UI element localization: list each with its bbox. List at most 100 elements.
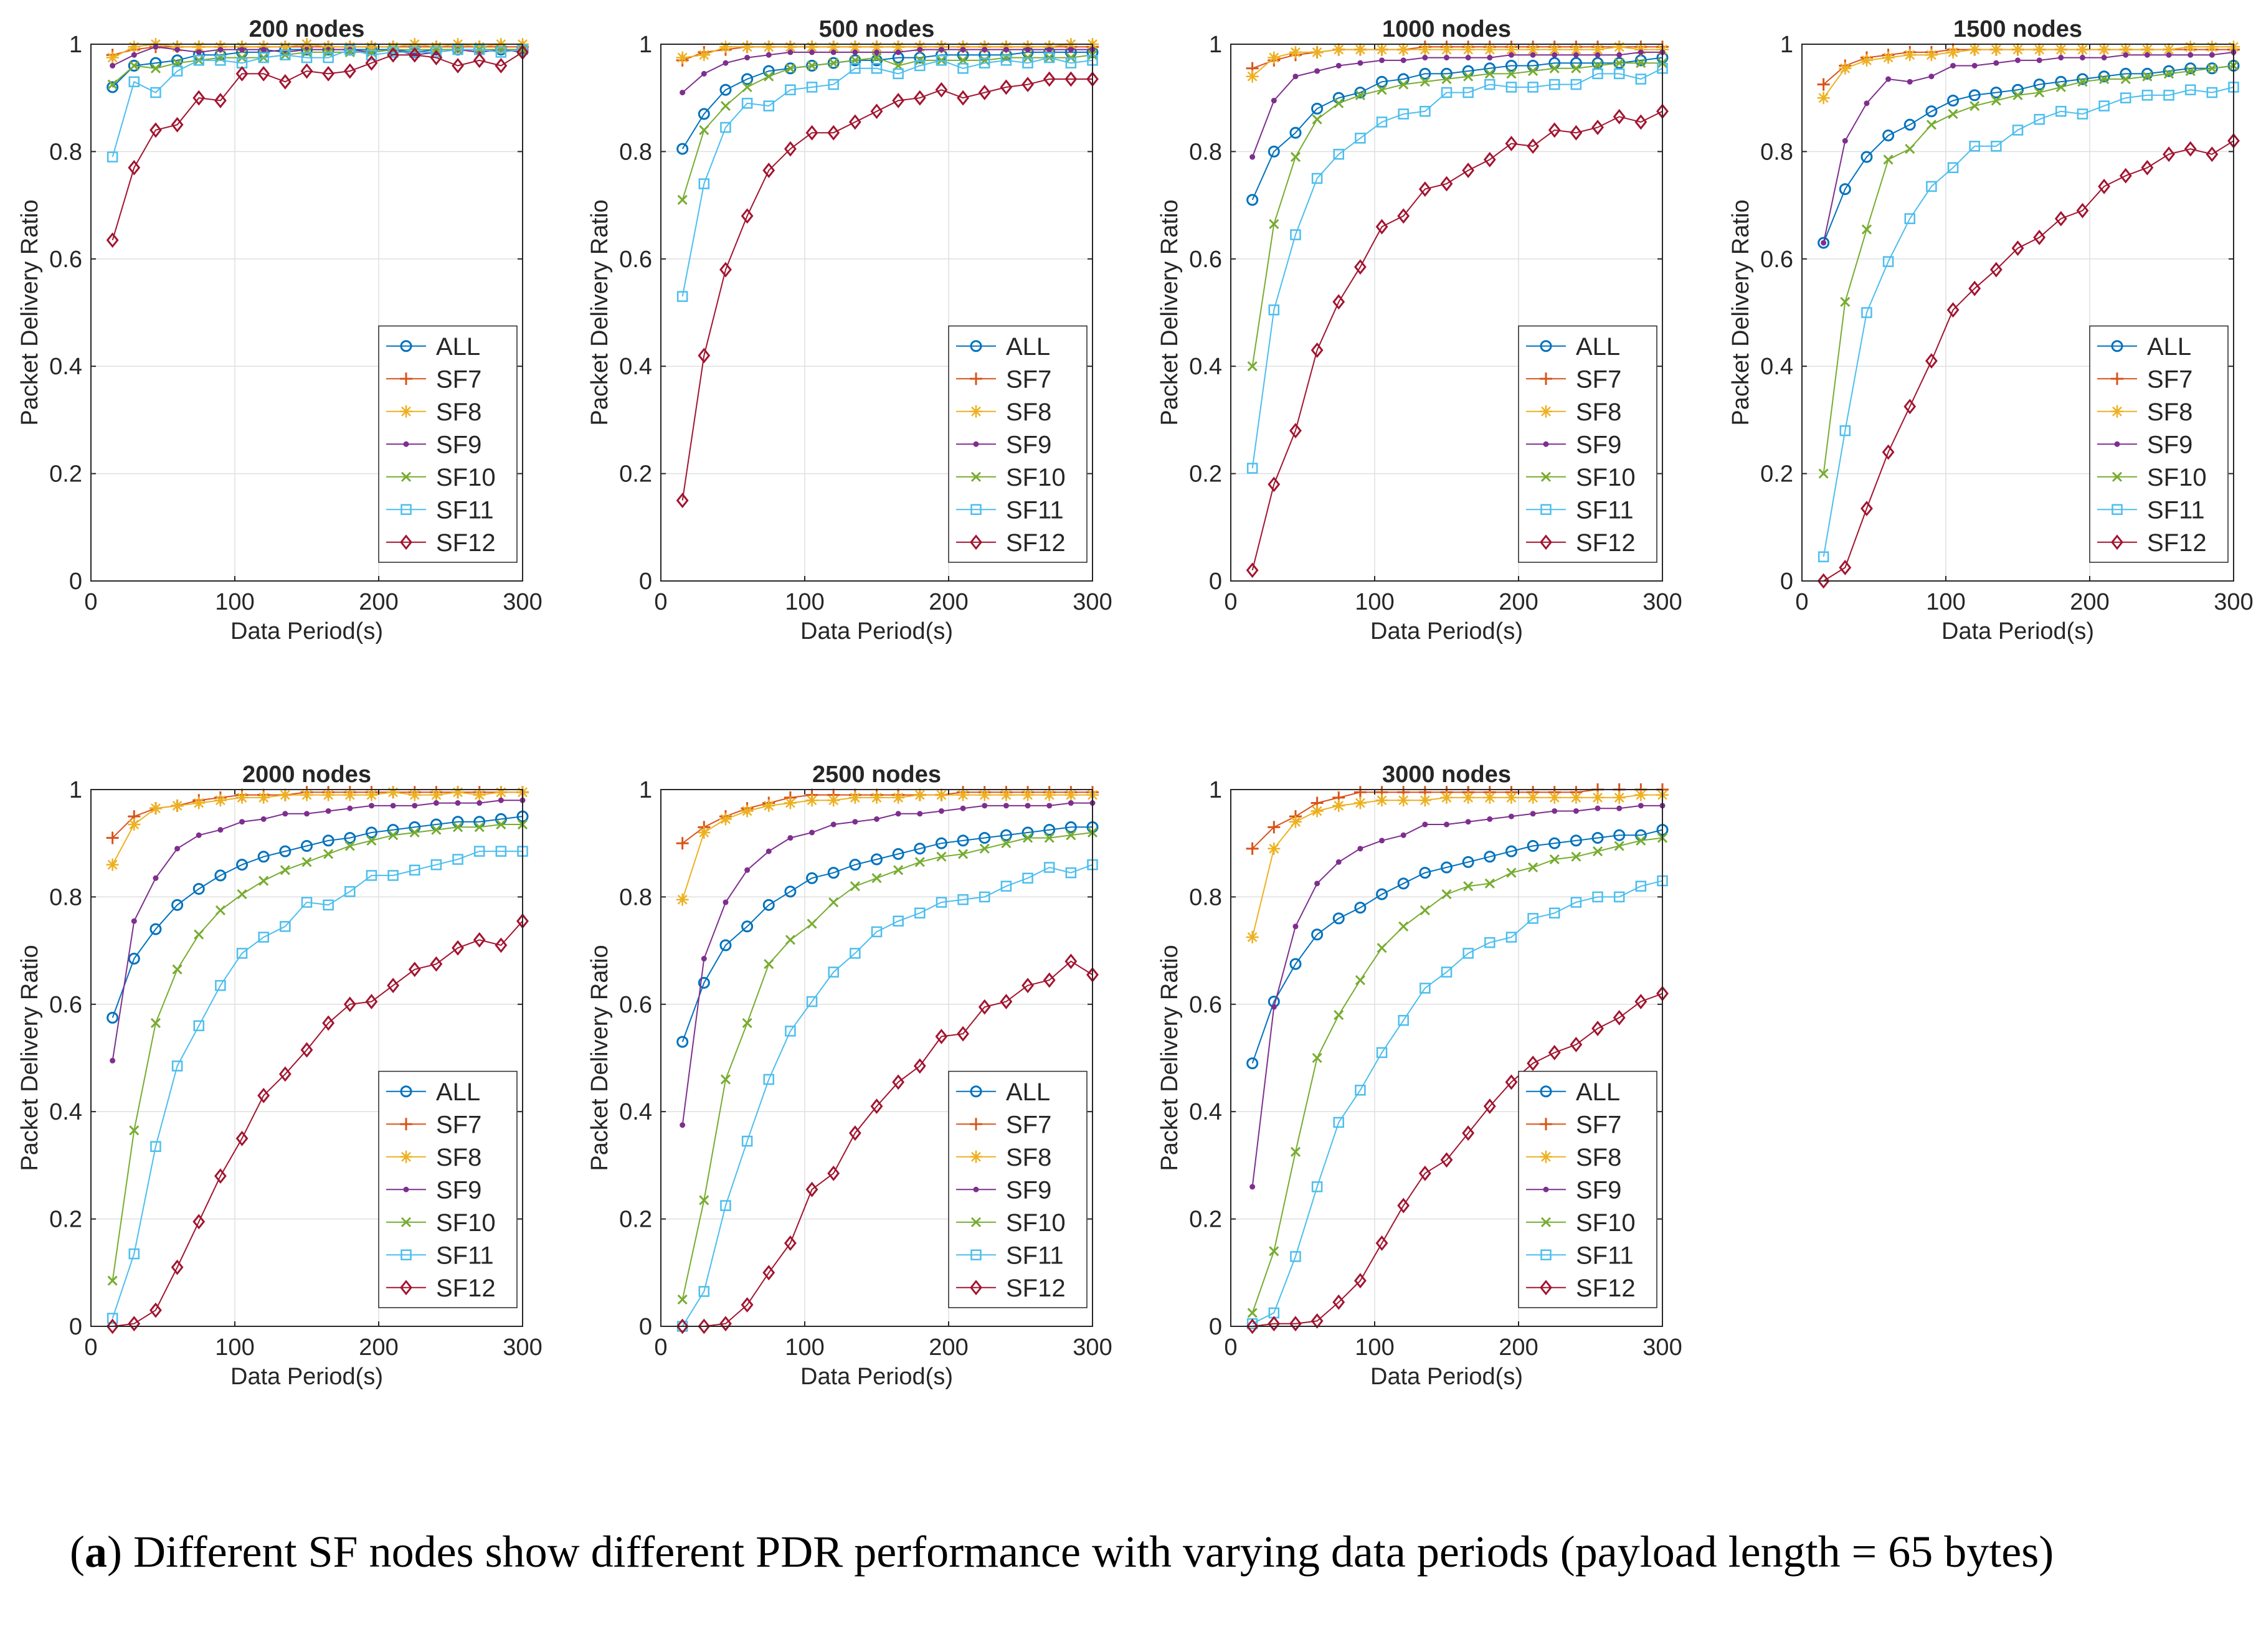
chart-title: 3000 nodes xyxy=(1382,762,1511,788)
data-point-sf12 xyxy=(676,1318,689,1334)
legend-entry-sf7: SF7 xyxy=(1526,1111,1621,1138)
data-point-sf12 xyxy=(387,47,400,63)
data-point-sf11 xyxy=(785,1026,796,1037)
data-point-sf9 xyxy=(1271,1004,1277,1010)
legend-marker xyxy=(973,441,979,447)
data-point-sf9 xyxy=(153,875,159,881)
data-point-sf9 xyxy=(723,899,729,905)
data-point-sf9 xyxy=(1595,52,1601,58)
data-point-sf11 xyxy=(763,100,774,111)
x-axis-label: Data Period(s) xyxy=(230,618,383,644)
series-sf10 xyxy=(1247,833,1668,1318)
data-point-sf9 xyxy=(680,1122,686,1128)
legend-marker xyxy=(970,372,982,385)
data-point-sf11 xyxy=(1355,133,1366,144)
data-point-sf9 xyxy=(1842,138,1848,144)
data-point-all xyxy=(1000,829,1012,841)
data-point-all xyxy=(1354,87,1367,99)
data-point-sf8 xyxy=(913,788,926,801)
x-tick-label: 100 xyxy=(1355,589,1394,615)
data-point-sf12 xyxy=(452,58,464,73)
legend-marker xyxy=(2114,441,2120,447)
data-point-sf9 xyxy=(1422,821,1428,828)
data-point-sf9 xyxy=(1068,800,1074,806)
data-point-sf11 xyxy=(2120,92,2131,103)
data-point-all xyxy=(1462,856,1474,868)
data-point-sf9 xyxy=(1465,55,1471,61)
data-point-sf12 xyxy=(762,1265,775,1281)
legend-label: ALL xyxy=(436,1079,480,1106)
legend-label: ALL xyxy=(436,333,480,361)
legend-label: SF10 xyxy=(436,464,496,491)
data-point-sf9 xyxy=(1422,55,1428,61)
legend-marker xyxy=(1540,534,1552,550)
data-point-sf12 xyxy=(128,159,141,176)
series-line-sf11 xyxy=(1252,880,1663,1324)
data-point-sf12 xyxy=(278,1066,292,1082)
y-tick-label: 0.2 xyxy=(619,461,652,488)
legend-label: SF11 xyxy=(1576,496,1634,524)
data-point-sf12 xyxy=(1591,120,1604,136)
data-point-sf10 xyxy=(1420,77,1430,87)
data-point-all xyxy=(1246,1057,1259,1070)
data-point-sf12 xyxy=(106,1318,119,1334)
data-point-sf11 xyxy=(107,151,118,163)
data-point-sf8 xyxy=(257,791,270,804)
legend-marker xyxy=(2111,534,2123,550)
data-point-sf11 xyxy=(1065,867,1077,879)
y-tick-label: 1 xyxy=(639,32,652,58)
data-point-sf9 xyxy=(282,811,288,817)
series-sf8 xyxy=(106,786,529,871)
legend-marker xyxy=(1540,1118,1552,1131)
data-point-sf12 xyxy=(1332,294,1345,310)
data-point-sf11 xyxy=(828,966,839,978)
data-point-all xyxy=(1419,867,1431,879)
data-point-sf9 xyxy=(1335,859,1342,865)
data-point-sf12 xyxy=(1268,476,1281,493)
legend-label: SF8 xyxy=(1576,1144,1621,1171)
data-point-sf10 xyxy=(893,865,904,876)
data-point-sf9 xyxy=(196,49,202,55)
data-point-sf8 xyxy=(1064,788,1078,801)
data-point-sf12 xyxy=(741,1297,754,1313)
data-point-sf7 xyxy=(676,837,689,850)
data-point-sf11 xyxy=(914,907,926,919)
data-point-sf7 xyxy=(106,831,119,844)
legend: ALL SF7 SF8 SF9 SF10 SF11 SF12 xyxy=(1518,1070,1657,1308)
data-point-all xyxy=(1484,851,1496,863)
legend-entry-sf12: SF12 xyxy=(956,1275,1066,1302)
x-tick-label: 300 xyxy=(1073,1334,1112,1361)
data-point-sf12 xyxy=(430,50,443,65)
data-point-sf9 xyxy=(368,803,374,809)
data-point-sf10 xyxy=(1636,58,1646,68)
data-point-sf12 xyxy=(1440,176,1453,192)
data-point-sf10 xyxy=(871,52,882,63)
caption-label: a xyxy=(84,1527,107,1577)
data-point-sf10 xyxy=(129,60,140,71)
legend-marker xyxy=(970,534,982,550)
data-point-sf9 xyxy=(938,808,944,814)
data-point-sf11 xyxy=(107,1313,118,1324)
data-point-sf11 xyxy=(720,1200,731,1211)
data-point-sf10 xyxy=(1247,1308,1258,1318)
data-point-sf12 xyxy=(1613,108,1626,125)
data-point-all xyxy=(1064,821,1077,833)
data-point-sf10 xyxy=(1312,114,1322,125)
data-point-sf10 xyxy=(1290,151,1301,163)
data-point-sf10 xyxy=(2185,66,2196,77)
series-line-sf9 xyxy=(1823,51,2234,243)
data-point-sf11 xyxy=(979,891,990,903)
legend-marker xyxy=(2111,405,2123,418)
data-point-all xyxy=(2141,67,2153,80)
data-point-sf9 xyxy=(412,803,418,809)
data-point-sf11 xyxy=(1441,87,1453,98)
data-point-sf12 xyxy=(1817,573,1830,589)
data-point-sf9 xyxy=(1595,805,1601,811)
legend: ALL SF7 SF8 SF9 SF10 SF11 SF12 xyxy=(948,325,1088,563)
x-tick-label: 300 xyxy=(503,1334,542,1361)
data-point-sf12 xyxy=(1946,302,1960,318)
data-point-sf12 xyxy=(2054,210,2067,227)
data-point-sf11 xyxy=(1818,551,1829,562)
data-point-sf10 xyxy=(2207,63,2217,73)
data-point-sf12 xyxy=(2163,146,2175,163)
